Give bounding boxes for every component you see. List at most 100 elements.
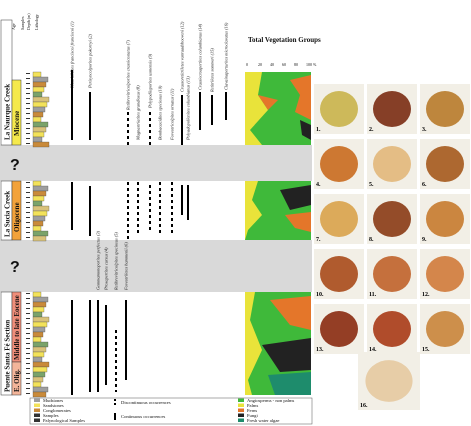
- sample-tick: [26, 93, 30, 94]
- axis-tick: 20: [258, 62, 262, 67]
- legend-label: Conglomerates: [43, 408, 71, 413]
- photo-number: 4.: [316, 182, 321, 188]
- lithology-bed: [32, 371, 46, 378]
- photo-number: 15.: [422, 347, 430, 353]
- lithology-bed: [32, 346, 47, 353]
- taxon-name: Polypodiisporites usmensis (9): [148, 53, 153, 109]
- sample-tick: [26, 323, 30, 324]
- sample-tick: [26, 298, 30, 299]
- pollen-grain: [320, 256, 358, 292]
- sample-tick: [26, 383, 30, 384]
- lithology-bed: [32, 366, 48, 373]
- legend-label: Fresh water algae: [247, 418, 279, 423]
- lithology-bed: [32, 71, 42, 78]
- photo-number: 5.: [369, 182, 374, 188]
- legend-swatch: [238, 408, 244, 412]
- lithology-bed: [32, 331, 44, 338]
- lithology-bed: [32, 296, 49, 303]
- taxon-name: Retibrevitricolpites speciosus (5): [114, 232, 119, 291]
- legend-swatch: [238, 413, 244, 417]
- sample-tick: [26, 338, 30, 339]
- sample-tick: [26, 212, 30, 213]
- taxon-name: Clavainaperturites microclavatus (16): [224, 22, 229, 90]
- age-box: [11, 180, 22, 241]
- axis-tick: 60: [282, 62, 286, 67]
- lithology-bed: [32, 180, 42, 187]
- sample-tick: [26, 118, 30, 119]
- axis-tick: 100 %: [306, 62, 317, 67]
- lithology-bed: [32, 106, 46, 113]
- legend: MudstonesSandstonesConglomeratesSamplesP…: [34, 398, 295, 423]
- lithology-bed: [32, 376, 44, 383]
- lithology-bed: [32, 215, 46, 222]
- photo-number: 1.: [316, 127, 321, 133]
- taxon-name: Magnastriatites grandiosus (8): [136, 85, 141, 141]
- photo-number: 14.: [369, 347, 377, 353]
- taxon-name: Crassoretitriletes vanraadshooveni (12): [180, 21, 185, 92]
- lithology-bed: [32, 185, 49, 192]
- axis-tick: 0: [246, 62, 248, 67]
- legend-label: Sandstones: [43, 403, 64, 408]
- taxon-name: Polyadopollenites columbianus (13): [186, 76, 191, 141]
- sample-tick: [26, 308, 30, 309]
- photo-number: 3.: [422, 127, 427, 133]
- pollen-grain: [320, 201, 358, 237]
- pollen-grain: [373, 91, 411, 127]
- lithology-bed: [32, 391, 47, 398]
- legend-label: Mudstones: [43, 398, 63, 403]
- lithology-bed: [32, 136, 43, 143]
- legend-label: Palynological Samples: [43, 418, 85, 423]
- age-label: Middle to late Eocene: [13, 295, 21, 360]
- section-name: Puente Santa Fé Section: [4, 320, 12, 392]
- legend-swatch: [34, 408, 40, 412]
- sample-tick: [26, 368, 30, 369]
- column-header: Age: [11, 23, 16, 30]
- sample-tick: [26, 83, 30, 84]
- taxon-name: Proxapertites cursus (4): [104, 247, 109, 291]
- photo-number: 11.: [369, 292, 377, 298]
- lithology-bed: [32, 336, 42, 343]
- legend-label: Ferns: [247, 408, 257, 413]
- age-label: Miocene: [13, 111, 21, 136]
- lithology-bed: [32, 96, 50, 103]
- legend-label: Angiosperms - non palms: [247, 398, 295, 403]
- sample-tick: [26, 227, 30, 228]
- sample-tick: [26, 363, 30, 364]
- sample-tick: [26, 207, 30, 208]
- lithology-bed: [32, 200, 43, 207]
- photo-number: 9.: [422, 237, 427, 243]
- lithology-bed: [32, 220, 44, 227]
- lithology-bed: [32, 316, 50, 323]
- pollen-grain: [426, 146, 464, 182]
- taxon-name: Mauritiidites franciscoi franciscoi (1): [70, 21, 75, 89]
- unknown-interval: ?: [10, 157, 20, 174]
- legend-swatch: [34, 413, 40, 417]
- lithology-bed: [32, 356, 43, 363]
- lithology-bed: [32, 361, 50, 368]
- vegetation-title: Total Vegetation Groups: [248, 36, 321, 44]
- gap-band: [0, 240, 312, 292]
- pollen-grain: [373, 256, 411, 292]
- pollen-grain: [426, 91, 464, 127]
- pollen-grain: [320, 146, 358, 182]
- sample-tick: [26, 318, 30, 319]
- lithology-bed: [32, 311, 43, 318]
- section-name: La Sucia Creek: [4, 191, 12, 237]
- column-header: Lithology: [34, 14, 39, 30]
- lithology-bed: [32, 386, 49, 393]
- sample-tick: [26, 138, 30, 139]
- sample-tick: [26, 182, 30, 183]
- sample-tick: [26, 313, 30, 314]
- sample-tick: [26, 333, 30, 334]
- sample-tick: [26, 388, 30, 389]
- taxon-name: Retitriletes sommeri (15): [210, 48, 215, 93]
- pollen-grain: [365, 360, 413, 402]
- lithology-bed: [32, 210, 48, 217]
- taxon-name: Gemmamonoporites perfectus (3): [96, 230, 101, 290]
- legend-label: Continuous occurrences: [121, 414, 165, 419]
- age-label: E. Olig.: [13, 369, 21, 392]
- legend-label: Samples: [43, 413, 59, 418]
- sample-tick: [26, 217, 30, 218]
- photo-number: 7.: [316, 237, 321, 243]
